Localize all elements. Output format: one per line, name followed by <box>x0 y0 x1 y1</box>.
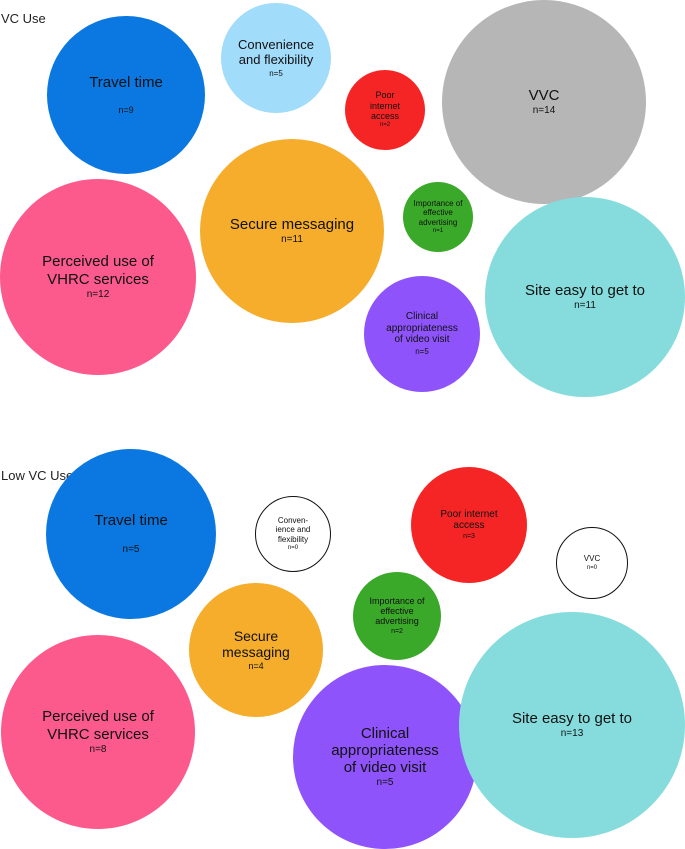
bubble-perceived-use: Perceived use of VHRC services n=8 <box>1 635 195 829</box>
bubble-label: Site easy to get to <box>511 709 633 727</box>
bubble-count: n=9 <box>118 105 134 116</box>
bubble-label: Conven- ience and flexibility <box>275 516 311 544</box>
bubble-label: Poor internet access <box>369 90 401 122</box>
bubble-label: Poor internet access <box>440 508 498 532</box>
bubble-label: Perceived use of VHRC services <box>42 253 154 288</box>
bubble-label: VVC <box>528 86 560 104</box>
bubble-poor-internet: Poor internet access n=3 <box>411 467 527 583</box>
bubble-vvc: VVC n=14 <box>442 0 646 204</box>
bubble-count: n=11 <box>281 234 303 246</box>
bubble-count: n=5 <box>269 68 283 78</box>
bubble-count: n=13 <box>560 728 584 740</box>
bubble-count: n=2 <box>379 122 391 129</box>
bubble-label: Travel time <box>89 73 163 91</box>
bubble-count: n=5 <box>415 346 429 356</box>
bubble-convenience: Convenience and flexibility n=5 <box>221 3 331 113</box>
bubble-label: Perceived use of VHRC services <box>42 708 154 743</box>
panel-title: Low VC Use <box>1 468 74 483</box>
bubble-label: Convenience and flexibility <box>238 36 314 67</box>
bubble-label: Secure messaging <box>229 215 355 233</box>
bubble-clinical: Clinical appropriateness of video visit n… <box>364 276 480 392</box>
panel-title: VC Use <box>1 11 46 26</box>
bubble-clinical: Clinical appropriateness of video visit n… <box>293 665 477 849</box>
bubble-count: n=0 <box>287 544 299 551</box>
bubble-site-easy: Site easy to get to n=11 <box>485 197 685 397</box>
bubble-count: n=14 <box>532 105 556 117</box>
bubble-travel-time: Travel time n=5 <box>46 449 216 619</box>
bubble-site-easy: Site easy to get to n=13 <box>459 612 685 838</box>
bubble-count: n=5 <box>122 544 140 556</box>
bubble-label: VVC <box>583 554 601 564</box>
bubble-label: Importance of effective advertising <box>413 199 463 227</box>
bubble-count: n=1 <box>432 227 444 234</box>
bubble-count: n=3 <box>463 532 475 540</box>
vc-use-panel: VC Use Travel time n=9 Convenience and fle… <box>0 0 685 420</box>
bubble-count: n=4 <box>248 661 264 672</box>
bubble-advertising: Importance of effective advertising n=1 <box>403 182 473 252</box>
bubble-advertising: Importance of effective advertising n=2 <box>353 572 441 660</box>
bubble-secure-messaging: Secure messaging n=4 <box>189 583 323 717</box>
bubble-count: n=11 <box>574 300 596 312</box>
bubble-label: Site easy to get to <box>524 281 646 299</box>
bubble-vvc: VVC n=0 <box>556 527 628 599</box>
bubble-label: Travel time <box>94 511 168 529</box>
bubble-count: n=8 <box>89 743 107 755</box>
bubble-travel-time: Travel time n=9 <box>47 16 205 174</box>
bubble-count: n=12 <box>86 288 110 300</box>
low-vc-use-panel: Low VC Use Travel time n=5 Conven- ience a… <box>0 420 685 849</box>
bubble-label: Clinical appropriateness of video visit <box>386 311 458 346</box>
bubble-count: n=0 <box>586 564 598 571</box>
bubble-convenience: Conven- ience and flexibility n=0 <box>255 496 331 572</box>
bubble-poor-internet: Poor internet access n=2 <box>345 70 425 150</box>
bubble-label: Clinical appropriateness of video visit <box>331 724 439 777</box>
bubble-label: Importance of effective advertising <box>369 595 425 627</box>
bubble-count: n=2 <box>391 627 403 635</box>
bubble-count: n=5 <box>376 777 394 789</box>
bubble-perceived-use: Perceived use of VHRC services n=12 <box>0 179 196 375</box>
bubble-secure-messaging: Secure messaging n=11 <box>200 139 384 323</box>
bubble-label: Secure messaging <box>222 628 290 661</box>
